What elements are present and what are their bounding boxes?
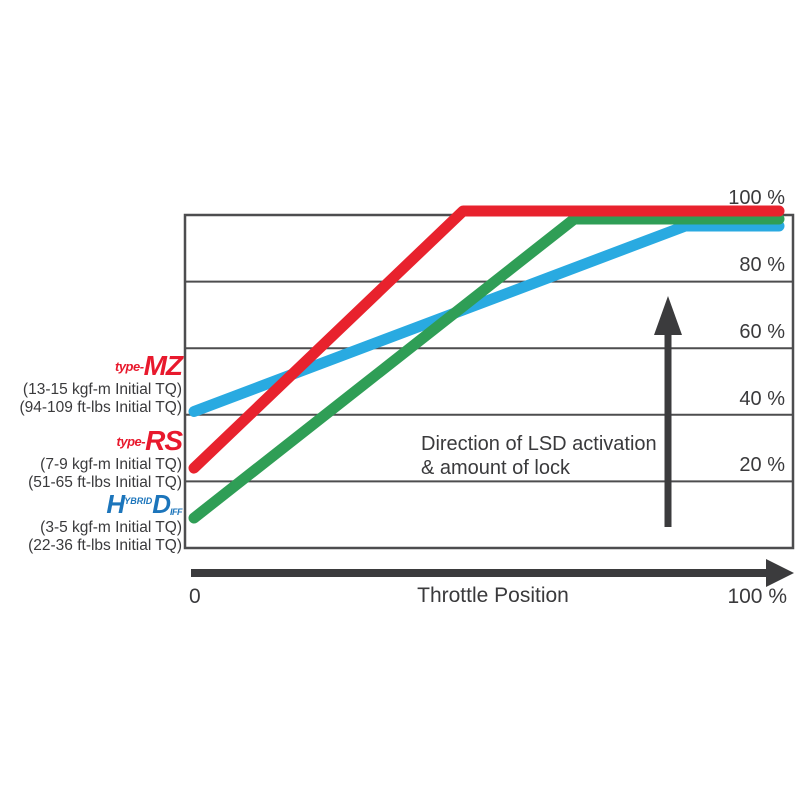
type-rs-logo-name: RS <box>145 425 183 456</box>
y-tick-label-60: 60 % <box>739 321 785 343</box>
y-tick-label-80: 80 % <box>739 254 785 276</box>
y-tick-label-20: 20 % <box>739 454 785 476</box>
type-rs-logo-prefix: type- <box>116 434 146 449</box>
legend-hd-hybrid-diff: HYBRIDDIFF (3-5 kgf-m Initial TQ) (22-36… <box>28 489 182 554</box>
hd-logo-hybrid: YBRID <box>124 496 153 506</box>
x-axis-max-label: 100 % <box>727 585 787 608</box>
annotation-direction-of-lsd-activation: Direction of LSD activation & amount of … <box>421 433 657 480</box>
type-rs-logo: type-RS <box>28 425 183 456</box>
legend-type-mz: type-MZ (13-15 kgf-m Initial TQ) (94-109… <box>19 350 183 416</box>
type-mz-spec-metric: (13-15 kgf-m Initial TQ) <box>22 381 182 398</box>
y-tick-label-100: 100 % <box>728 187 785 209</box>
series-line-type-mz <box>188 220 785 417</box>
hd-logo-diff: IFF <box>170 507 183 517</box>
y-tick-label-40: 40 % <box>739 388 785 410</box>
type-mz-logo-name: MZ <box>143 350 183 381</box>
x-axis-title: Throttle Position <box>417 584 569 607</box>
legend-type-rs: type-RS (7-9 kgf-m Initial TQ) (51-65 ft… <box>28 425 183 491</box>
hd-logo-h: H <box>106 489 125 519</box>
type-mz-logo: type-MZ <box>19 350 183 381</box>
hd-spec-metric: (3-5 kgf-m Initial TQ) <box>40 519 182 536</box>
type-rs-spec-metric: (7-9 kgf-m Initial TQ) <box>40 456 182 473</box>
type-mz-logo-prefix: type- <box>115 359 144 374</box>
series-line-type-rs <box>188 205 785 474</box>
hd-spec-imperial: (22-36 ft-lbs Initial TQ) <box>28 536 182 554</box>
type-mz-spec-imperial: (94-109 ft-lbs Initial TQ) <box>19 398 182 416</box>
x-axis-arrow-head <box>766 559 794 587</box>
hd-logo-d: D <box>152 489 171 519</box>
x-axis-origin-label: 0 <box>189 585 201 608</box>
annotation-line2: & amount of lock <box>421 456 570 479</box>
lsd-direction-arrow-head <box>654 296 682 335</box>
type-rs-spec-imperial: (51-65 ft-lbs Initial TQ) <box>28 473 182 491</box>
hybrid-diff-logo: HYBRIDDIFF <box>28 489 182 519</box>
plot-border <box>183 213 795 550</box>
annotation-line1: Direction of LSD activation <box>421 433 657 455</box>
